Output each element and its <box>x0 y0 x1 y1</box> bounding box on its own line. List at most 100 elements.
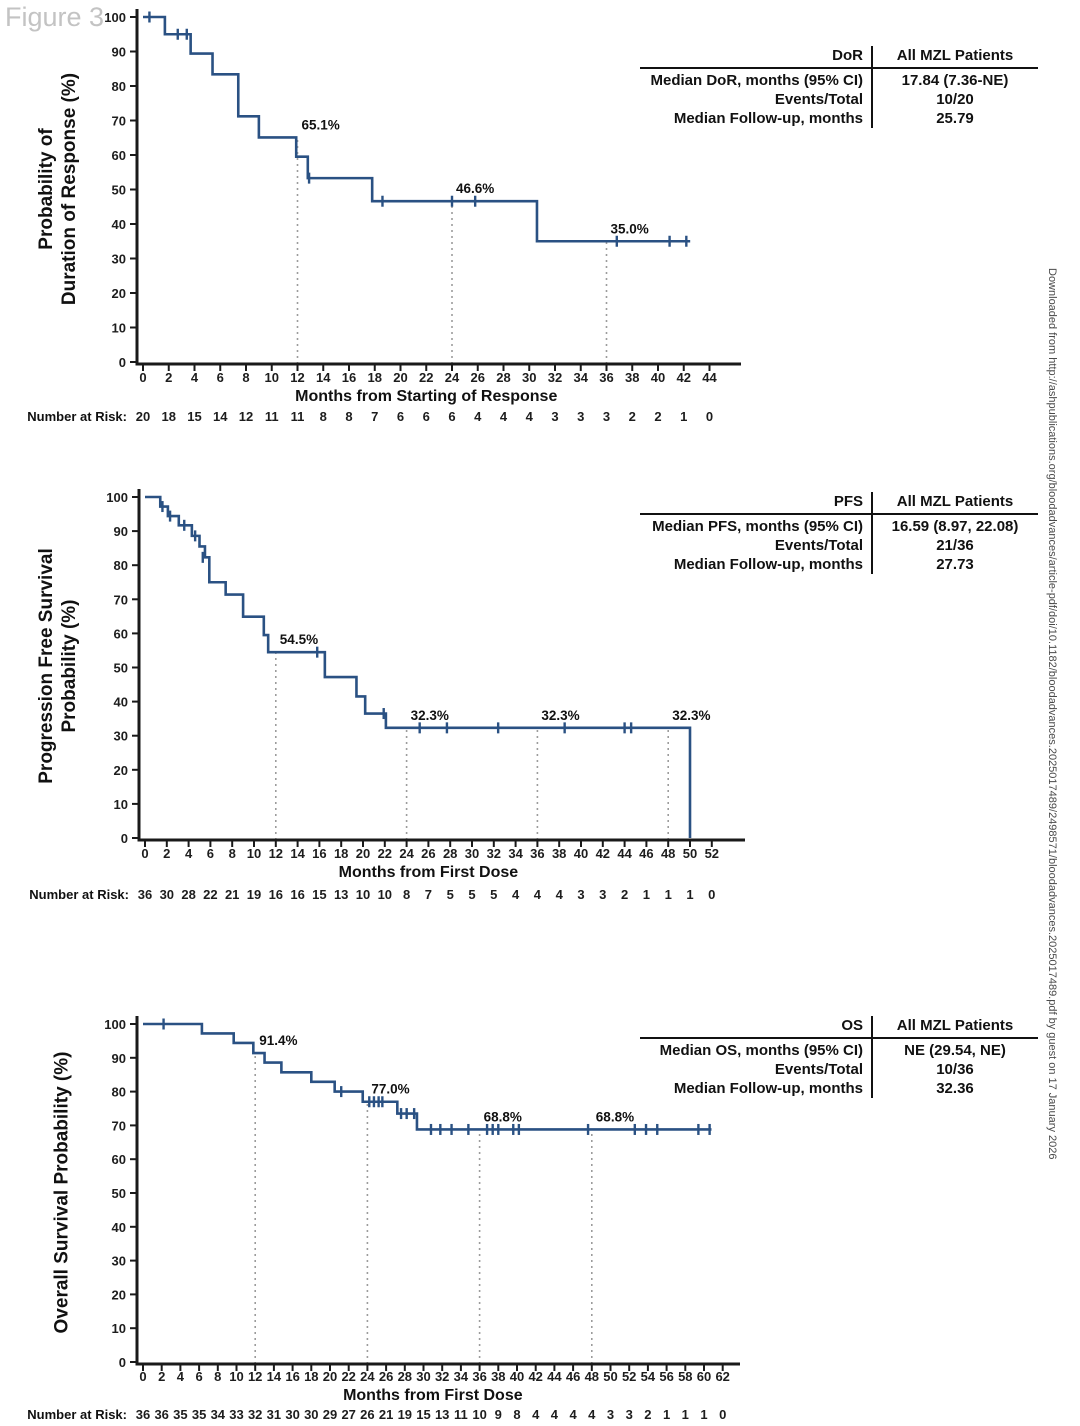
x-axis-tick-label: 54 <box>641 1369 656 1384</box>
x-axis-tick-label: 8 <box>214 1369 221 1384</box>
x-axis-tick-label: 36 <box>472 1369 486 1384</box>
x-axis-tick-label: 22 <box>378 846 392 861</box>
number-at-risk-value: 10 <box>378 887 392 902</box>
x-axis-tick-label: 26 <box>471 370 485 385</box>
number-at-risk-value: 21 <box>379 1407 393 1422</box>
x-axis-tick-label: 24 <box>399 846 414 861</box>
table-header-row: PFS All MZL Patients <box>640 492 1038 511</box>
y-axis-title-line: Probability (%) <box>59 599 80 733</box>
number-at-risk-value: 31 <box>267 1407 281 1422</box>
x-axis-tick-label: 40 <box>510 1369 524 1384</box>
x-axis-tick-label: 10 <box>247 846 261 861</box>
number-at-risk-value: 1 <box>665 887 672 902</box>
number-at-risk-value: 4 <box>534 887 542 902</box>
x-axis-tick-label: 34 <box>574 370 589 385</box>
number-at-risk-value: 13 <box>435 1407 449 1422</box>
x-axis-tick-label: 44 <box>702 370 717 385</box>
x-axis-tick-label: 12 <box>269 846 283 861</box>
x-axis-tick-label: 56 <box>659 1369 673 1384</box>
table-header-row: OS All MZL Patients <box>640 1016 1038 1035</box>
number-at-risk-value: 32 <box>248 1407 262 1422</box>
km-panel-os: 91.4%77.0%68.8% 68.8%01020304050607080901… <box>27 1016 740 1422</box>
censor-marks <box>162 1018 711 1135</box>
x-axis-tick-label: 50 <box>683 846 697 861</box>
x-axis-tick-label: 0 <box>141 846 148 861</box>
table-row: Events/Total 10/36 <box>640 1060 1038 1079</box>
table-row: Median OS, months (95% CI) NE (29.54, NE… <box>640 1041 1038 1060</box>
number-at-risk-value: 2 <box>644 1407 651 1422</box>
figure-number-label: Figure 3 <box>5 2 105 32</box>
table-column-divider <box>871 46 873 128</box>
censor-marks <box>161 501 633 734</box>
x-axis-title: Months from First Dose <box>339 864 519 881</box>
number-at-risk-row: 20 18 15 14 12 11 11 8 8 7 6 6 6 4 4 4 3 3 3 2 2 1 0 Number at … <box>27 409 713 424</box>
x-axis-tick-label: 28 <box>443 846 457 861</box>
number-at-risk-value: 6 <box>423 409 430 424</box>
x-axis-tick-label: 38 <box>491 1369 505 1384</box>
table-row-value: 27.73 <box>936 556 974 573</box>
table-row-value: 25.79 <box>936 110 974 127</box>
number-at-risk-value: 30 <box>285 1407 299 1422</box>
y-axis-tick-label: 0 <box>119 1355 126 1370</box>
number-at-risk-value: 8 <box>403 887 410 902</box>
number-at-risk-value: 30 <box>160 887 174 902</box>
x-axis-tick-label: 2 <box>165 370 172 385</box>
number-at-risk-value: 7 <box>371 409 378 424</box>
number-at-risk-value: 36 <box>138 887 152 902</box>
x-axis-tick-label: 34 <box>508 846 523 861</box>
survival-percent-label: 65.1% <box>302 117 340 132</box>
survival-percent-label: 32.3% <box>541 708 579 723</box>
number-at-risk-value: 28 <box>181 887 195 902</box>
table-header-endpoint: OS <box>841 1017 863 1034</box>
x-axis-tick-label: 36 <box>599 370 613 385</box>
y-axis-tick-label: 10 <box>112 1321 126 1336</box>
x-axis-tick-label: 52 <box>622 1369 636 1384</box>
x-axis-tick-label: 16 <box>342 370 356 385</box>
survival-percent-label: 91.4% <box>259 1033 297 1048</box>
number-at-risk-value: 4 <box>532 1407 540 1422</box>
number-at-risk-value: 30 <box>304 1407 318 1422</box>
x-axis-tick-label: 52 <box>705 846 719 861</box>
number-at-risk-value: 4 <box>512 887 520 902</box>
table-header-endpoint: PFS <box>833 493 863 510</box>
number-at-risk-value: 20 <box>136 409 150 424</box>
number-at-risk-value: 1 <box>700 1407 707 1422</box>
y-axis-tick-label: 40 <box>114 695 128 710</box>
number-at-risk-value: 10 <box>472 1407 486 1422</box>
survival-percent-label: 77.0% <box>371 1082 409 1097</box>
x-axis-tick-label: 26 <box>379 1369 393 1384</box>
y-axis-tick-label: 20 <box>114 763 128 778</box>
number-at-risk-value: 3 <box>577 409 584 424</box>
y-axis-tick-label: 50 <box>112 1186 126 1201</box>
y-axis-tick-label: 60 <box>114 626 128 641</box>
number-at-risk-value: 19 <box>398 1407 412 1422</box>
x-axis-tick-label: 14 <box>267 1369 282 1384</box>
table-header-endpoint: DoR <box>832 47 863 64</box>
x-axis-tick-label: 36 <box>530 846 544 861</box>
x-axis-tick-label: 62 <box>715 1369 729 1384</box>
number-at-risk-value: 15 <box>187 409 201 424</box>
survival-percent-label: 68.8% <box>596 1109 634 1124</box>
y-axis-tick-label: 40 <box>112 1220 126 1235</box>
x-axis-tick-label: 14 <box>290 846 305 861</box>
table-row-label: Median Follow-up, months <box>673 556 863 573</box>
km-panel-pfs: 54.5%32.3% 32.3% 32.3%01020304050607080901… <box>29 489 745 902</box>
x-axis-tick-label: 26 <box>421 846 435 861</box>
x-axis-tick-label: 2 <box>163 846 170 861</box>
y-axis-tick-label: 70 <box>112 114 126 129</box>
table-column-divider <box>871 1016 873 1098</box>
x-axis-tick-label: 24 <box>445 370 460 385</box>
x-axis-tick-label: 12 <box>290 370 304 385</box>
x-axis-tick-label: 42 <box>596 846 610 861</box>
x-axis-tick-label: 0 <box>139 1369 146 1384</box>
y-axis-tick-label: 20 <box>112 286 126 301</box>
x-axis-tick-label: 38 <box>625 370 639 385</box>
number-at-risk-value: 0 <box>719 1407 726 1422</box>
x-axis-tick-label: 4 <box>191 370 199 385</box>
x-axis-tick-label: 4 <box>177 1369 185 1384</box>
x-axis-tick-label: 22 <box>419 370 433 385</box>
survival-percent-label: 54.5% <box>280 632 318 647</box>
number-at-risk-value: 8 <box>513 1407 520 1422</box>
